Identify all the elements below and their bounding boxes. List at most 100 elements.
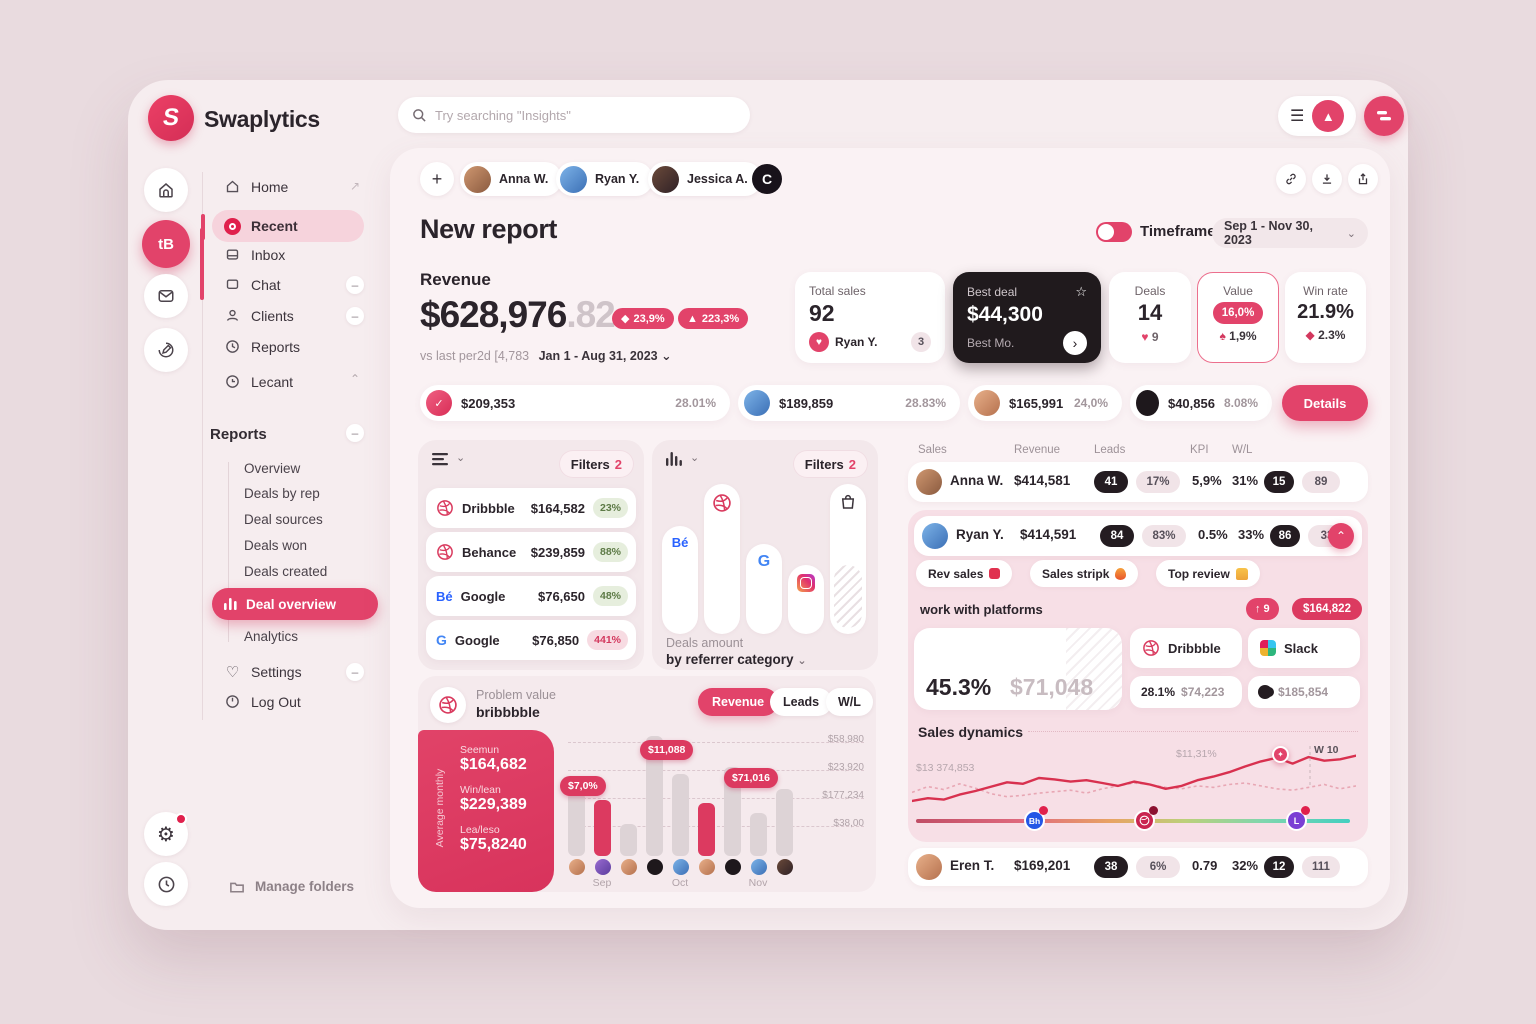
- settings-collapse-badge[interactable]: –: [346, 663, 364, 681]
- bar-instagram[interactable]: [788, 565, 824, 634]
- filters-button[interactable]: Filters 2: [558, 450, 634, 478]
- referrer-row-behance[interactable]: Behance $239,859 88%: [426, 532, 636, 572]
- bar-dribbble[interactable]: [704, 484, 740, 634]
- rail-home-button[interactable]: [144, 168, 188, 212]
- chevron-down-icon[interactable]: ⌄: [690, 452, 700, 464]
- collapse-row-button[interactable]: ⌃: [1328, 523, 1354, 549]
- tag-sales-streak[interactable]: Sales stripk: [1030, 560, 1139, 587]
- timeline-marker-behance[interactable]: Bh: [1024, 810, 1045, 831]
- tag-rev-sales[interactable]: Rev sales: [916, 560, 1013, 587]
- star-icon[interactable]: ☆: [1075, 284, 1087, 299]
- collaborator-pill-jessica[interactable]: Jessica A.: [648, 162, 762, 196]
- sidebar-item-deal-overview[interactable]: Deal overview: [212, 588, 378, 620]
- bar[interactable]: [724, 767, 741, 856]
- arrow-right-button[interactable]: ›: [1063, 331, 1087, 355]
- sidebar-item-home[interactable]: Home: [224, 178, 288, 195]
- summary-chip-1[interactable]: ✓ $209,353 28.01%: [420, 385, 730, 421]
- table-row-ryan[interactable]: Ryan Y. $414,591 84 83% 0.5% 33% 86 33 ⌃: [914, 516, 1362, 556]
- referrer-row-google-behance[interactable]: Bé Google $76,650 48%: [426, 576, 636, 616]
- platform-sub-dribbble[interactable]: 28.1% $74,223: [1130, 676, 1242, 708]
- tab-revenue[interactable]: Revenue: [698, 688, 779, 716]
- platforms-main-card[interactable]: 45.3% $71,048: [914, 628, 1122, 710]
- sidebar-item-deals-by-rep[interactable]: Deals by rep: [244, 486, 320, 501]
- bar[interactable]: [620, 824, 637, 856]
- timeframe-toggle[interactable]: [1096, 222, 1132, 242]
- sidebar-item-logout[interactable]: Log Out: [224, 693, 301, 710]
- filter-lines-button[interactable]: [1364, 96, 1404, 136]
- sort-list-icon[interactable]: [432, 453, 449, 466]
- sidebar-item-recent[interactable]: Recent: [212, 210, 364, 242]
- copy-link-button[interactable]: [1276, 164, 1306, 194]
- reports-section-collapse-badge[interactable]: –: [346, 424, 364, 442]
- sidebar-item-deals-created[interactable]: Deals created: [244, 564, 328, 579]
- rail-edit-button[interactable]: [144, 328, 188, 372]
- share-button[interactable]: [1348, 164, 1378, 194]
- sidebar-item-overview[interactable]: Overview: [244, 461, 301, 476]
- bar-google[interactable]: G: [746, 544, 782, 634]
- bar[interactable]: [646, 736, 663, 856]
- dynamics-peak-marker[interactable]: ✦: [1272, 746, 1289, 763]
- referrer-row-dribbble[interactable]: Dribbble $164,582 23%: [426, 488, 636, 528]
- menu-icon[interactable]: ☰: [1290, 108, 1305, 125]
- stat-card-total-sales[interactable]: Total sales 92 ♥ Ryan Y. 3: [795, 272, 945, 363]
- timeframe-dropdown[interactable]: Sep 1 - Nov 30, 2023 ⌄: [1212, 218, 1368, 248]
- sidebar-item-analytics[interactable]: Analytics: [244, 629, 299, 644]
- sidebar-item-deals-won[interactable]: Deals won: [244, 538, 308, 553]
- table-row-eren[interactable]: Eren T. $169,201 38 6% 0.79 32% 12 111: [908, 848, 1368, 886]
- referrer-row-google[interactable]: G Google $76,850 441%: [426, 620, 636, 660]
- sidebar-item-deal-sources[interactable]: Deal sources: [244, 512, 323, 527]
- dynamics-timeline[interactable]: [916, 819, 1350, 823]
- tag-top-review[interactable]: Top review: [1156, 560, 1260, 587]
- rail-boards-button[interactable]: tB: [142, 220, 190, 268]
- timeline-marker-dribbble[interactable]: [1134, 810, 1155, 831]
- collaborator-pill-anna[interactable]: Anna W.: [460, 162, 563, 196]
- revenue-period-dropdown[interactable]: Jan 1 - Aug 31, 2023 ⌄: [538, 349, 672, 363]
- sidebar-item-chat[interactable]: Chat: [224, 276, 281, 293]
- rail-smiley-button[interactable]: [144, 862, 188, 906]
- bar[interactable]: [672, 774, 689, 856]
- platform-card-slack[interactable]: Slack: [1248, 628, 1360, 668]
- bar[interactable]: [750, 813, 767, 856]
- bar-behance[interactable]: Bé: [662, 526, 698, 634]
- summary-chip-2[interactable]: $189,859 28.83%: [738, 385, 960, 421]
- stat-card-win-rate[interactable]: Win rate 21.9% ◆ 2.3%: [1285, 272, 1366, 363]
- tab-leads[interactable]: Leads: [770, 688, 833, 716]
- chat-collapse-badge[interactable]: –: [346, 276, 364, 294]
- collaborator-pill-ryan[interactable]: Ryan Y.: [556, 162, 654, 196]
- chart-caption-dropdown[interactable]: by referrer category ⌄: [666, 652, 807, 667]
- search-bar[interactable]: [398, 97, 750, 133]
- bar[interactable]: [594, 800, 611, 856]
- sidebar-item-reports[interactable]: Reports: [224, 338, 300, 355]
- app-logo[interactable]: S: [148, 95, 194, 141]
- table-row-anna[interactable]: Anna W. $414,581 41 17% 5,9% 31% 15 89: [908, 462, 1368, 502]
- summary-chip-3[interactable]: $165,991 24,0%: [968, 385, 1122, 421]
- stat-card-value[interactable]: Value 16,0% ♠ 1,9%: [1197, 272, 1279, 363]
- lecant-chevron-up-icon[interactable]: ⌃: [350, 372, 361, 386]
- rail-scrollbar[interactable]: [200, 228, 204, 300]
- summary-chip-4[interactable]: $40,856 8.08%: [1130, 385, 1272, 421]
- clients-collapse-badge[interactable]: –: [346, 307, 364, 325]
- sidebar-item-inbox[interactable]: Inbox: [224, 246, 285, 263]
- tab-wl[interactable]: W/L: [826, 688, 873, 716]
- sidebar-item-settings[interactable]: ♡ Settings: [225, 663, 302, 681]
- add-collaborator-button[interactable]: +: [420, 162, 454, 196]
- sidebar-item-lecant[interactable]: Lecant: [224, 373, 293, 390]
- top-menu-pill[interactable]: ☰ ▲: [1278, 96, 1356, 136]
- bar-shopping-bag[interactable]: [830, 484, 866, 634]
- bar[interactable]: [698, 803, 715, 856]
- chart-type-icon[interactable]: [666, 452, 682, 466]
- manage-folders-button[interactable]: Manage folders: [228, 878, 354, 895]
- platform-sub-slack[interactable]: $185,854: [1248, 676, 1360, 708]
- search-input[interactable]: [435, 107, 736, 123]
- stat-card-deals[interactable]: Deals 14 ♥ 9: [1109, 272, 1191, 363]
- bar[interactable]: [776, 789, 793, 856]
- timeline-marker-purple[interactable]: L: [1286, 810, 1307, 831]
- collaborator-badge-c[interactable]: C: [752, 164, 782, 194]
- filters-button[interactable]: Filters 2: [792, 450, 868, 478]
- chevron-down-icon[interactable]: ⌄: [456, 452, 466, 464]
- alert-button[interactable]: ▲: [1312, 100, 1345, 132]
- platform-card-dribbble[interactable]: Dribbble: [1130, 628, 1242, 668]
- bar[interactable]: [568, 792, 585, 856]
- rail-mail-button[interactable]: [144, 274, 188, 318]
- rail-settings-button[interactable]: ⚙: [144, 812, 188, 856]
